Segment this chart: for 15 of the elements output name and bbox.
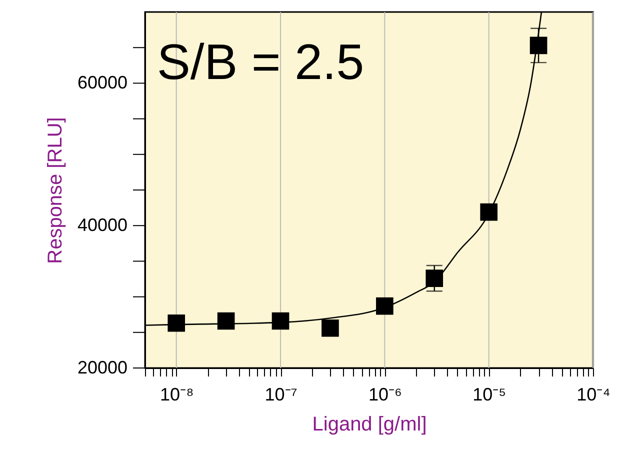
y-tick-label: 20000 (77, 358, 128, 378)
x-tick-label: 10⁻⁷ (264, 384, 298, 404)
x-axis-title: Ligand [g/ml] (312, 414, 427, 436)
point (322, 319, 339, 337)
x-tick-label: 10⁻⁶ (368, 384, 402, 404)
y-tick-label: 40000 (77, 215, 128, 236)
y-axis-title: Response [RLU] (44, 117, 66, 264)
y-tick-label: 60000 (77, 72, 128, 93)
x-tick-label: 10⁻⁸ (160, 384, 194, 404)
point (426, 270, 444, 287)
annotation: S/B = 2.5 (157, 34, 364, 90)
point (168, 314, 186, 332)
x-tick-label: 10⁻⁵ (472, 384, 506, 404)
x-tick-label: 10⁻⁴ (576, 384, 610, 404)
point (376, 297, 394, 315)
